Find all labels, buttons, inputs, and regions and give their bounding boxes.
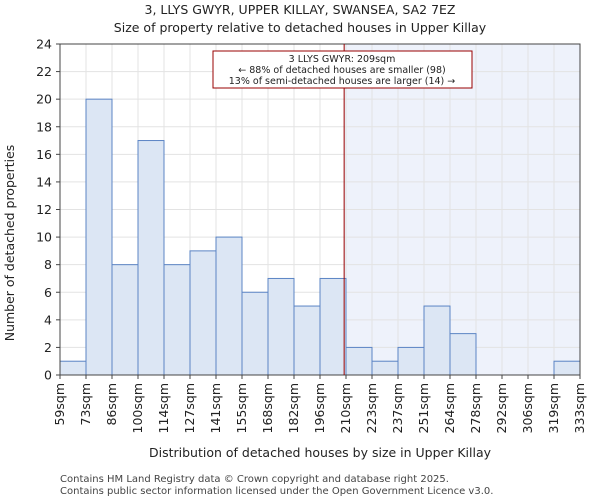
x-tick-label: 210sqm — [338, 383, 353, 433]
x-axis-ticks: 59sqm 73sqm 86sqm 100sqm 114sqm 127sqm 141sqm 1… — [52, 375, 587, 433]
y-tick-label: 24 — [36, 37, 52, 52]
x-tick-label: 237sqm — [390, 383, 405, 433]
bar — [137, 140, 165, 376]
bar — [85, 98, 113, 376]
bar — [449, 333, 477, 376]
y-tick-label: 18 — [36, 119, 52, 134]
bar — [241, 291, 269, 376]
y-tick-label: 22 — [36, 64, 52, 79]
y-tick-label: 20 — [36, 92, 52, 107]
chart-subtitle: Size of property relative to detached ho… — [114, 20, 487, 35]
y-tick-label: 12 — [36, 202, 52, 217]
x-tick-label: 333sqm — [572, 383, 587, 433]
bar — [111, 264, 139, 376]
annotation-line-1: 3 LLYS GWYR: 209sqm — [289, 54, 396, 65]
bar — [371, 360, 399, 376]
bar — [345, 346, 373, 376]
bar — [397, 346, 425, 376]
footer-line-1: Contains HM Land Registry data © Crown c… — [60, 474, 449, 485]
bar — [293, 305, 321, 376]
annotation-line-3: 13% of semi-detached houses are larger (… — [229, 76, 456, 87]
x-tick-label: 155sqm — [234, 383, 249, 433]
bar — [215, 236, 243, 376]
x-tick-label: 59sqm — [52, 383, 67, 426]
x-tick-label: 141sqm — [208, 383, 223, 433]
y-tick-label: 14 — [36, 174, 52, 189]
annotation-frame — [212, 50, 473, 89]
bar — [267, 277, 295, 376]
y-tick-label: 0 — [44, 368, 52, 383]
annotation-line-2: ← 88% of detached houses are smaller (98… — [238, 65, 445, 76]
footer-line-2: Contains public sector information licen… — [60, 486, 493, 497]
annotation-box: 3 LLYS GWYR: 209sqm ← 88% of detached ho… — [212, 50, 473, 89]
chart-title: 3, LLYS GWYR, UPPER KILLAY, SWANSEA, SA2… — [145, 2, 456, 17]
y-tick-label: 16 — [36, 147, 52, 162]
x-tick-label: 73sqm — [78, 383, 93, 426]
x-tick-label: 114sqm — [156, 383, 171, 433]
y-tick-label: 10 — [36, 230, 52, 245]
x-tick-label: 319sqm — [546, 383, 561, 433]
x-tick-label: 264sqm — [442, 383, 457, 433]
x-tick-label: 100sqm — [130, 383, 145, 433]
y-tick-label: 8 — [44, 257, 52, 272]
bar — [423, 305, 451, 376]
bar — [553, 360, 581, 376]
x-axis-label: Distribution of detached houses by size … — [149, 445, 492, 460]
x-tick-label: 223sqm — [364, 383, 379, 433]
y-tick-label: 4 — [44, 312, 52, 327]
y-tick-label: 2 — [44, 340, 52, 355]
x-tick-label: 306sqm — [520, 383, 535, 433]
x-tick-label: 251sqm — [416, 383, 431, 433]
x-tick-label: 278sqm — [468, 383, 483, 433]
y-axis-label: Number of detached properties — [2, 145, 17, 342]
x-tick-label: 168sqm — [260, 383, 275, 433]
y-tick-label: 6 — [44, 285, 52, 300]
x-tick-label: 86sqm — [104, 383, 119, 426]
x-tick-label: 127sqm — [182, 383, 197, 433]
x-tick-label: 182sqm — [286, 383, 301, 433]
bar — [59, 360, 87, 376]
bar — [319, 277, 347, 376]
x-tick-label: 292sqm — [494, 383, 509, 433]
bar — [163, 264, 191, 376]
x-tick-label: 196sqm — [312, 383, 327, 433]
bar — [189, 250, 217, 376]
